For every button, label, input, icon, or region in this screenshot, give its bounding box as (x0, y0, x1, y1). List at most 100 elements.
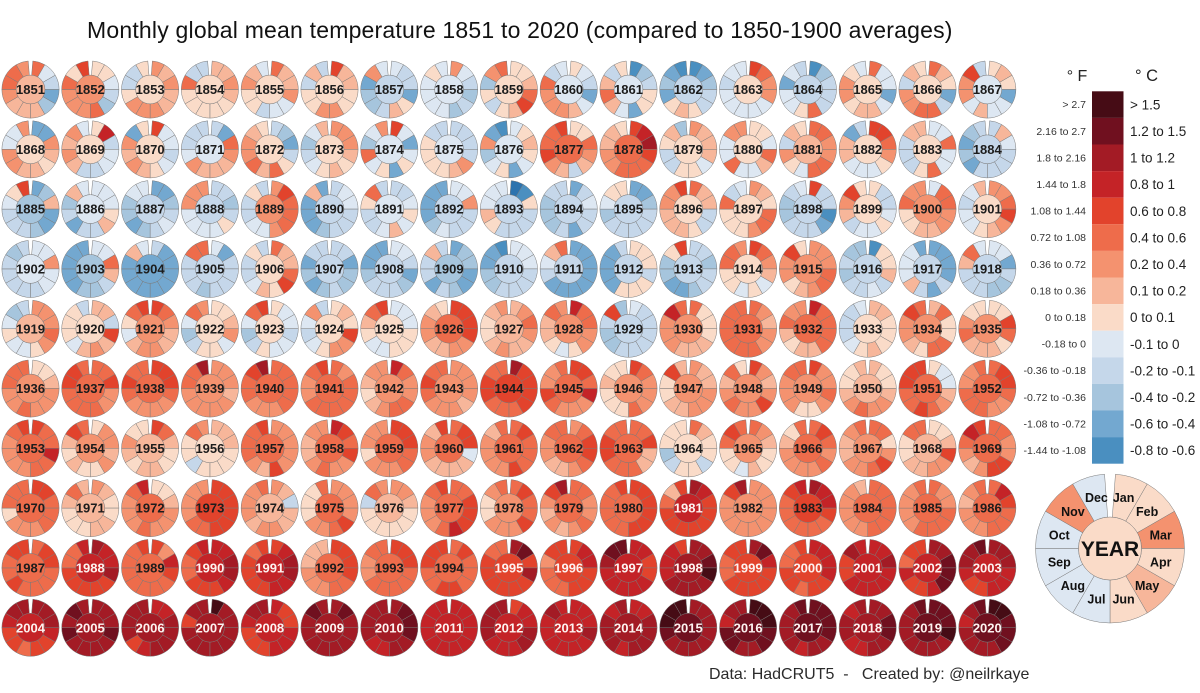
year-pie-1930: 1930 (659, 299, 718, 358)
year-pie-1890: 1890 (300, 180, 359, 238)
year-pie-1917: 1917 (898, 240, 957, 298)
annual-center-disc (793, 254, 823, 284)
year-label: 1857 (375, 82, 404, 97)
legend-swatch-0 (1092, 91, 1124, 118)
year-label: 1981 (674, 501, 703, 516)
annual-center-disc (613, 553, 644, 583)
year-pie-1908: 1908 (360, 240, 419, 298)
year-label: 1999 (734, 561, 763, 576)
year-label: 1893 (494, 202, 523, 217)
year-pie-1892: 1892 (420, 180, 478, 238)
annual-center-disc (673, 314, 703, 344)
year-pie-1982: 1982 (719, 479, 777, 537)
year-label: 2013 (554, 620, 583, 635)
year-pie-1973: 1973 (181, 479, 239, 537)
year-pie-1877: 1877 (539, 120, 598, 179)
year-label: 1984 (853, 501, 883, 516)
year-label: 1959 (375, 441, 404, 456)
year-label: 1888 (195, 202, 224, 217)
year-label: 1954 (76, 441, 106, 456)
year-label: 2020 (973, 620, 1002, 635)
year-label: 1997 (614, 561, 643, 576)
annual-center-disc (912, 553, 943, 583)
year-label: 2004 (16, 620, 46, 635)
legend-header-celsius: ° C (1135, 67, 1158, 85)
annual-center-disc (135, 433, 165, 463)
year-pie-1968: 1968 (898, 419, 957, 478)
footer-credit: Data: HadCRUT5 - Created by: @neilrkaye (709, 666, 1030, 683)
year-label: 1871 (195, 142, 224, 157)
year-pie-1937: 1937 (61, 359, 120, 418)
annual-center-disc (195, 493, 225, 523)
year-label: 1911 (555, 262, 583, 277)
year-label: 1895 (614, 202, 643, 217)
year-label: 2005 (76, 620, 105, 635)
legend-c-label-9: -0.1 to 0 (1130, 337, 1180, 352)
year-pie-1911: 1911 (539, 240, 598, 298)
year-label: 1934 (913, 321, 943, 336)
legend-c-label-8: 0 to 0.1 (1130, 310, 1175, 325)
year-label: 1932 (793, 321, 822, 336)
legend-f-label-11: -0.72 to -0.36 (1024, 392, 1087, 404)
annual-center-disc (673, 493, 703, 523)
year-pie-1910: 1910 (480, 240, 538, 298)
annual-center-disc (75, 433, 105, 463)
annual-center-disc (255, 433, 285, 463)
annual-center-disc (255, 373, 285, 404)
annual-center-disc (75, 314, 105, 344)
year-pie-2010: 2010 (360, 598, 419, 657)
year-pie-1923: 1923 (240, 299, 299, 358)
annual-center-disc (853, 314, 883, 344)
legend-f-label-10: -0.36 to -0.18 (1024, 365, 1087, 377)
year-pie-1876: 1876 (480, 120, 538, 179)
year-pie-1992: 1992 (300, 539, 359, 597)
year-pie-1953: 1953 (1, 419, 60, 478)
annual-center-disc (135, 254, 165, 284)
year-pie-1869: 1869 (61, 120, 120, 179)
year-pie-1945: 1945 (539, 359, 598, 418)
year-label: 1925 (375, 321, 404, 336)
wheel-month-label-jan: Jan (1113, 491, 1135, 505)
annual-center-disc (793, 314, 823, 344)
year-pie-1897: 1897 (719, 180, 777, 238)
annual-center-disc (374, 613, 404, 643)
legend-c-label-11: -0.4 to -0.2 (1130, 390, 1195, 405)
legend-f-label-6: 0.36 to 0.72 (1031, 259, 1087, 271)
color-scale-legend: ° F ° C > 2.7 > 1.5 2.16 to 2.7 1.2 to 1.5 1.8… (1024, 67, 1196, 464)
legend-f-label-2: 1.8 to 2.16 (1036, 152, 1086, 164)
year-label: 2007 (195, 620, 224, 635)
year-pie-1853: 1853 (121, 60, 179, 119)
year-pie-1942: 1942 (360, 359, 419, 418)
year-label: 1967 (853, 441, 882, 456)
year-pie-2013: 2013 (539, 598, 598, 657)
year-pie-1901: 1901 (958, 180, 1017, 238)
year-label: 1987 (16, 561, 45, 576)
year-pie-1976: 1976 (360, 479, 419, 537)
year-pie-1915: 1915 (779, 240, 837, 298)
year-label: 1963 (614, 441, 643, 456)
year-label: 2008 (255, 620, 284, 635)
year-pie-1882: 1882 (838, 120, 897, 179)
year-pie-1940: 1940 (240, 359, 299, 418)
annual-center-disc (75, 254, 105, 284)
annual-center-disc (314, 74, 345, 105)
year-label: 1875 (435, 142, 464, 157)
annual-center-disc (195, 194, 225, 224)
year-label: 1873 (315, 142, 344, 157)
year-label: 1868 (16, 142, 45, 157)
year-label: 1939 (195, 381, 224, 396)
year-pie-1949: 1949 (779, 359, 837, 418)
wheel-month-label-mar: Mar (1150, 528, 1172, 542)
annual-center-disc (733, 134, 763, 164)
year-pie-1867: 1867 (958, 60, 1017, 119)
year-pie-1898: 1898 (779, 180, 837, 238)
year-pie-1998: 1998 (659, 539, 718, 597)
year-label: 1978 (494, 501, 523, 516)
year-pie-1965: 1965 (719, 419, 777, 478)
annual-center-disc (15, 553, 46, 583)
annual-center-disc (733, 314, 763, 344)
year-pie-2000: 2000 (779, 539, 837, 597)
annual-center-disc (75, 613, 105, 643)
year-label: 1972 (136, 501, 165, 516)
year-label: 1905 (195, 262, 224, 277)
